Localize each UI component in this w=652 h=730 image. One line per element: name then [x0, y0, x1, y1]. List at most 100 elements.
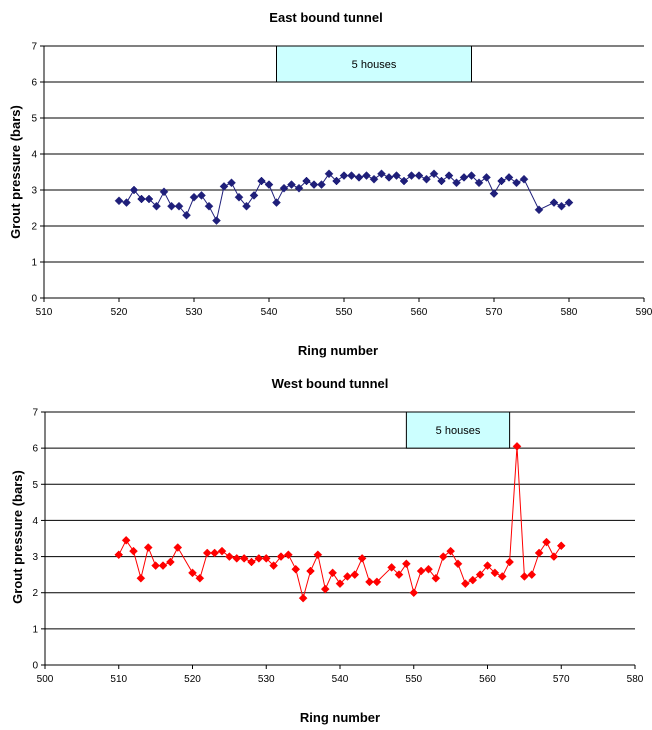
east-data-point	[294, 183, 304, 193]
west-x-tick-label: 520	[184, 674, 201, 685]
west-y-axis-label: Grout pressure (bars)	[10, 470, 25, 604]
west-series	[114, 441, 566, 603]
east-data-point	[219, 182, 229, 191]
east-data-point	[189, 192, 199, 202]
east-data-point	[137, 194, 146, 204]
west-data-point	[446, 546, 455, 556]
west-data-point	[483, 561, 492, 570]
west-x-tick-label: 500	[37, 674, 54, 685]
east-data-point	[354, 173, 364, 182]
west-data-point	[520, 572, 529, 581]
east-data-point	[339, 171, 349, 180]
east-data-point	[264, 180, 274, 189]
east-data-point	[437, 176, 446, 186]
west-y-tick-label: 0	[32, 661, 38, 672]
east-data-point	[549, 198, 559, 207]
west-data-point	[320, 584, 330, 594]
east-x-tick-label: 530	[186, 307, 203, 318]
east-x-tick-label: 540	[261, 307, 278, 318]
east-data-point	[444, 171, 454, 180]
east-data-point	[279, 183, 289, 193]
west-data-point	[497, 572, 507, 581]
west-data-point	[143, 543, 153, 552]
west-data-point	[276, 552, 286, 561]
west-axes	[41, 411, 636, 669]
west-data-point	[453, 559, 463, 569]
east-annotation-box	[276, 45, 472, 83]
east-data-point	[467, 171, 476, 180]
west-data-point	[269, 561, 278, 570]
east-data-point	[459, 173, 469, 182]
west-data-point	[158, 561, 168, 570]
west-data-point	[512, 441, 522, 451]
west-data-point	[261, 554, 271, 563]
west-data-point	[475, 570, 485, 579]
west-annotation-box	[405, 411, 511, 449]
east-data-point	[167, 201, 176, 211]
east-y-tick-labels: 0 1 2 3 4 5 6 7	[31, 42, 37, 305]
west-data-point	[431, 573, 441, 583]
east-data-point	[414, 171, 424, 180]
west-data-point	[438, 552, 448, 561]
east-data-point	[122, 198, 131, 207]
east-data-point	[159, 187, 169, 197]
west-annotation: 5 houses	[405, 411, 511, 449]
east-data-point	[474, 178, 484, 188]
west-data-point	[365, 577, 374, 587]
west-data-point	[313, 550, 323, 560]
west-data-point	[387, 563, 396, 572]
west-data-point	[166, 557, 175, 567]
west-y-tick-label: 7	[32, 408, 38, 419]
west-data-point	[284, 550, 293, 560]
west-y-tick-label: 5	[32, 480, 38, 491]
west-data-point	[232, 554, 242, 563]
east-data-point	[422, 174, 431, 184]
east-x-tick-label: 580	[561, 307, 578, 318]
east-data-point	[377, 169, 386, 179]
east-data-point	[129, 185, 139, 195]
east-x-tick-label: 590	[636, 307, 652, 318]
east-data-point	[174, 201, 184, 211]
west-data-point	[409, 588, 419, 598]
east-data-point	[482, 173, 491, 182]
east-y-tick-label: 0	[31, 294, 37, 305]
west-y-tick-label: 2	[32, 588, 38, 599]
east-y-tick-label: 1	[31, 258, 37, 269]
west-data-point	[239, 554, 249, 563]
west-x-tick-label: 580	[627, 674, 644, 685]
east-data-point	[347, 171, 356, 180]
east-data-point	[234, 192, 244, 202]
west-data-point	[291, 564, 301, 574]
west-data-point	[188, 568, 197, 578]
west-data-point	[136, 573, 146, 583]
west-data-point	[424, 564, 433, 574]
east-data-point	[399, 176, 409, 186]
west-data-point	[490, 568, 500, 578]
east-data-point	[144, 194, 154, 204]
east-x-tick-labels: 510 520 530 540 550 560 570 580 590	[36, 307, 652, 318]
west-x-tick-label: 510	[110, 674, 127, 685]
east-y-tick-label: 3	[31, 186, 37, 197]
west-data-point	[534, 548, 544, 558]
east-data-point	[227, 178, 236, 188]
west-y-tick-label: 1	[32, 624, 38, 635]
east-data-point	[429, 169, 439, 179]
east-data-point	[504, 173, 514, 182]
east-data-point	[564, 198, 574, 207]
east-y-tick-label: 5	[31, 114, 37, 125]
east-y-tick-label: 6	[31, 78, 37, 89]
west-x-tick-label: 530	[258, 674, 275, 685]
east-y-tick-label: 4	[31, 150, 37, 161]
west-y-tick-labels: 0 1 2 3 4 5 6 7	[32, 408, 38, 672]
west-data-point	[129, 546, 138, 556]
east-data-point	[317, 180, 326, 189]
east-data-point	[197, 191, 206, 200]
west-data-point	[357, 554, 367, 563]
west-x-tick-label: 560	[479, 674, 496, 685]
east-data-point	[362, 171, 371, 180]
west-x-tick-label: 570	[553, 674, 570, 685]
west-data-point	[254, 554, 264, 563]
east-data-point	[452, 178, 461, 188]
